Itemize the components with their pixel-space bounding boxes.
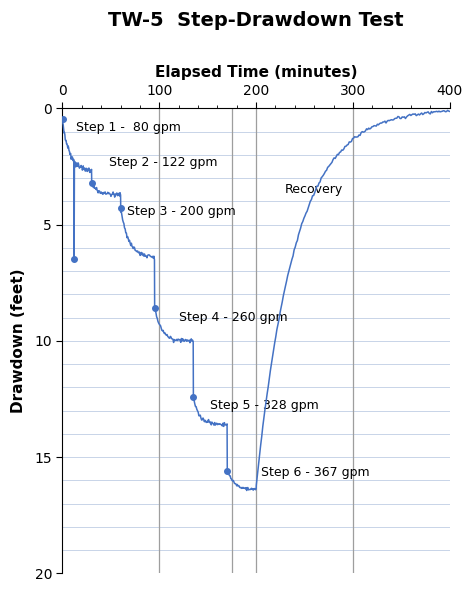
- Text: Step 4 - 260 gpm: Step 4 - 260 gpm: [179, 311, 287, 324]
- Point: [117, 203, 125, 213]
- Point: [190, 392, 197, 401]
- Y-axis label: Drawdown (feet): Drawdown (feet): [11, 269, 26, 413]
- Text: Step 5 - 328 gpm: Step 5 - 328 gpm: [210, 399, 319, 412]
- Point: [59, 114, 66, 123]
- X-axis label: Elapsed Time (minutes): Elapsed Time (minutes): [155, 65, 357, 80]
- Point: [151, 304, 158, 313]
- Title: TW-5  Step-Drawdown Test: TW-5 Step-Drawdown Test: [109, 11, 404, 30]
- Text: Step 6 - 367 gpm: Step 6 - 367 gpm: [261, 467, 370, 479]
- Text: Step 2 - 122 gpm: Step 2 - 122 gpm: [109, 156, 218, 169]
- Text: Recovery: Recovery: [285, 183, 344, 196]
- Text: Step 1 -  80 gpm: Step 1 - 80 gpm: [76, 121, 181, 134]
- Point: [88, 178, 96, 187]
- Point: [223, 466, 231, 476]
- Point: [70, 255, 78, 264]
- Text: Step 3 - 200 gpm: Step 3 - 200 gpm: [128, 205, 236, 218]
